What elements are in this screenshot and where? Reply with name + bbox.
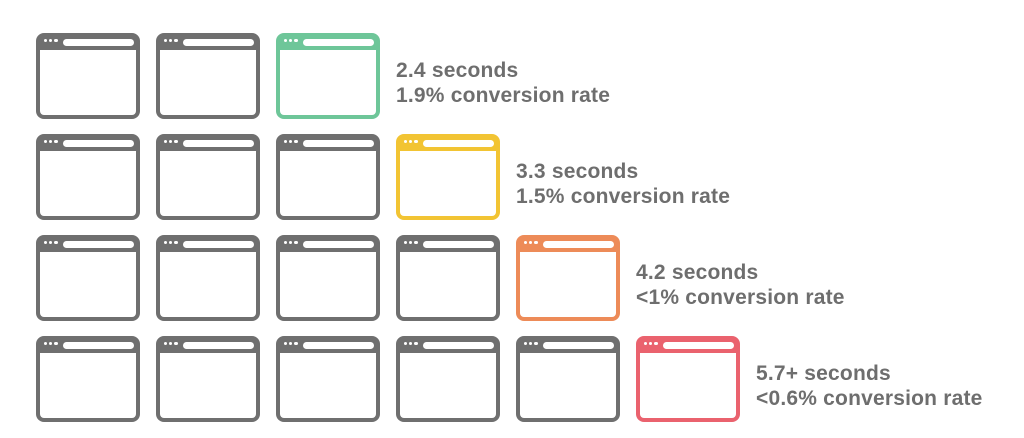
address-bar-icon: [183, 341, 254, 349]
window-control-dots-icon: [404, 342, 418, 346]
browser-window-icon: [156, 336, 260, 422]
seconds-label: 3.3 seconds: [516, 160, 639, 183]
window-control-dots-icon: [44, 140, 58, 144]
browser-window-icon: [276, 134, 380, 220]
address-bar-icon: [183, 240, 254, 248]
window-control-dots-icon: [404, 241, 418, 245]
conversion-rate-label: <0.6% conversion rate: [756, 387, 983, 410]
window-control-dots-icon: [284, 140, 298, 144]
window-body: [280, 252, 376, 317]
window-control-dots-icon: [164, 241, 178, 245]
window-control-dots-icon: [524, 241, 538, 245]
window-control-dots-icon: [44, 39, 58, 43]
chart-row: 5.7+ seconds <0.6% conversion rate: [36, 336, 983, 422]
window-body: [280, 50, 376, 115]
address-bar-icon: [63, 240, 134, 248]
window-control-dots-icon: [524, 342, 538, 346]
window-control-dots-icon: [284, 342, 298, 346]
address-bar-icon: [303, 240, 374, 248]
address-bar-icon: [423, 341, 494, 349]
window-control-dots-icon: [44, 241, 58, 245]
browser-window-icon: [36, 336, 140, 422]
window-body: [400, 151, 496, 216]
address-bar-icon: [423, 139, 494, 147]
address-bar-icon: [63, 38, 134, 46]
browser-window-icon: [156, 235, 260, 321]
browser-window-icon-highlighted: [396, 134, 500, 220]
window-body: [160, 353, 256, 418]
row-label: 2.4 seconds 1.9% conversion rate: [396, 44, 610, 108]
chart-row: 4.2 seconds <1% conversion rate: [36, 235, 983, 321]
window-body: [40, 50, 136, 115]
browser-window-icon-highlighted: [636, 336, 740, 422]
chart-row: 3.3 seconds 1.5% conversion rate: [36, 134, 983, 220]
address-bar-icon: [63, 139, 134, 147]
conversion-rate-label: 1.9% conversion rate: [396, 84, 611, 107]
window-body: [40, 151, 136, 216]
window-control-dots-icon: [164, 342, 178, 346]
address-bar-icon: [183, 139, 254, 147]
browser-window-icon-highlighted: [516, 235, 620, 321]
browser-window-icon: [36, 33, 140, 119]
address-bar-icon: [423, 240, 494, 248]
address-bar-icon: [303, 139, 374, 147]
window-control-dots-icon: [164, 140, 178, 144]
conversion-rate-label: 1.5% conversion rate: [516, 185, 731, 208]
window-control-dots-icon: [164, 39, 178, 43]
window-control-dots-icon: [284, 241, 298, 245]
browser-window-icon: [36, 235, 140, 321]
window-control-dots-icon: [404, 140, 418, 144]
browser-window-icon: [36, 134, 140, 220]
row-label: 3.3 seconds 1.5% conversion rate: [516, 145, 730, 209]
window-body: [40, 353, 136, 418]
address-bar-icon: [63, 341, 134, 349]
address-bar-icon: [663, 341, 734, 349]
browser-window-icon: [396, 235, 500, 321]
chart-row: 2.4 seconds 1.9% conversion rate: [36, 33, 983, 119]
window-body: [160, 252, 256, 317]
row-label: 4.2 seconds <1% conversion rate: [636, 246, 845, 310]
address-bar-icon: [183, 38, 254, 46]
address-bar-icon: [543, 341, 614, 349]
seconds-label: 4.2 seconds: [636, 261, 759, 284]
window-body: [160, 151, 256, 216]
browser-window-icon: [516, 336, 620, 422]
window-control-dots-icon: [644, 342, 658, 346]
window-control-dots-icon: [44, 342, 58, 346]
browser-window-icon-highlighted: [276, 33, 380, 119]
window-body: [280, 151, 376, 216]
browser-window-icon: [276, 336, 380, 422]
window-body: [160, 50, 256, 115]
row-label: 5.7+ seconds <0.6% conversion rate: [756, 347, 983, 411]
seconds-label: 2.4 seconds: [396, 59, 519, 82]
window-body: [400, 353, 496, 418]
address-bar-icon: [303, 38, 374, 46]
window-control-dots-icon: [284, 39, 298, 43]
window-body: [280, 353, 376, 418]
browser-window-icon: [276, 235, 380, 321]
conversion-rate-label: <1% conversion rate: [636, 286, 845, 309]
address-bar-icon: [543, 240, 614, 248]
browser-window-icon: [156, 134, 260, 220]
pictogram-rows: 2.4 seconds 1.9% conversion rate 3.3 secon…: [36, 33, 983, 422]
window-body: [640, 353, 736, 418]
address-bar-icon: [303, 341, 374, 349]
window-body: [400, 252, 496, 317]
browser-window-icon: [156, 33, 260, 119]
window-body: [520, 252, 616, 317]
window-body: [520, 353, 616, 418]
window-body: [40, 252, 136, 317]
seconds-label: 5.7+ seconds: [756, 362, 891, 385]
browser-window-icon: [396, 336, 500, 422]
